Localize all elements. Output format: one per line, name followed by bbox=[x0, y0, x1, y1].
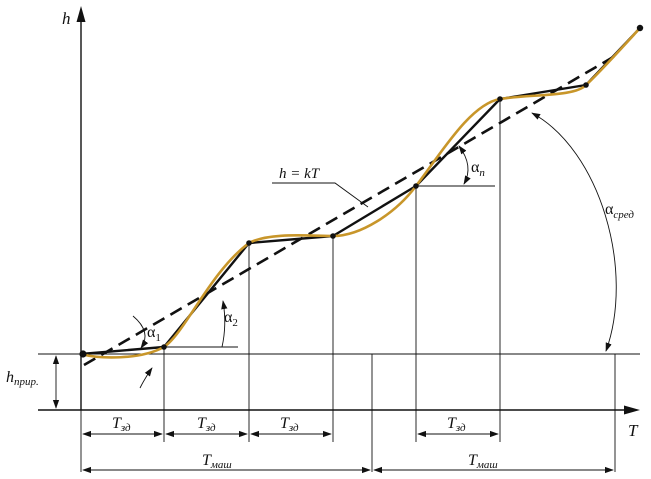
alpha-avg-arc bbox=[531, 112, 617, 352]
t-mash-label-1: Tмаш bbox=[202, 452, 232, 471]
wear-polyline bbox=[80, 27, 641, 356]
y-axis-label: h bbox=[62, 9, 71, 28]
t-zd-label-1: Tзд bbox=[112, 415, 131, 434]
drop-lines bbox=[80, 99, 616, 472]
data-points bbox=[79, 24, 644, 358]
average-line bbox=[83, 54, 616, 367]
x-axis-label: T bbox=[628, 421, 639, 440]
alpha-avg-label: αсред bbox=[605, 201, 634, 221]
alpha2-arc bbox=[221, 300, 228, 348]
alpha2-label: α2 bbox=[224, 309, 238, 329]
h-prir-label: hприр. bbox=[6, 369, 39, 388]
x-axis-arrow bbox=[624, 405, 640, 415]
line-eq-label: h = kT bbox=[279, 166, 321, 182]
t-zd-label-2: Tзд bbox=[197, 415, 216, 434]
alphan-label: αn bbox=[471, 159, 485, 179]
t-zd-label-4: Tзд bbox=[447, 415, 466, 434]
alpha1-label: α1 bbox=[147, 324, 161, 344]
line-eq-leader bbox=[272, 182, 369, 208]
wear-curve bbox=[80, 27, 641, 359]
t-zd-label-3: Tзд bbox=[280, 415, 299, 434]
alpha1-arc-lower bbox=[139, 367, 153, 389]
t-mash-label-2: Tмаш bbox=[468, 452, 498, 471]
alpha1-arc bbox=[132, 315, 149, 349]
alphan-arc bbox=[458, 145, 471, 185]
y-axis-arrow bbox=[76, 6, 86, 22]
